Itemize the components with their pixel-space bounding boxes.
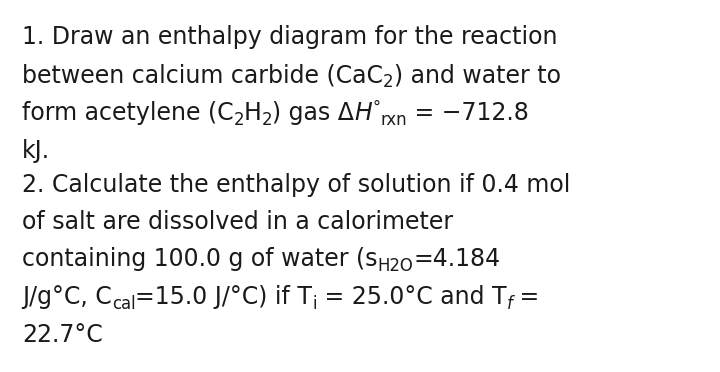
- Text: of salt are dissolved in a calorimeter: of salt are dissolved in a calorimeter: [22, 211, 453, 234]
- Text: cal: cal: [112, 295, 135, 314]
- Text: °: °: [372, 99, 380, 115]
- Text: f: f: [506, 295, 512, 314]
- Text: H2O: H2O: [377, 257, 413, 275]
- Text: = 25.0°C and T: = 25.0°C and T: [317, 285, 506, 310]
- Text: ) gas Δ: ) gas Δ: [272, 102, 354, 125]
- Text: form acetylene (C: form acetylene (C: [22, 102, 233, 125]
- Text: i: i: [312, 295, 317, 314]
- Text: 1. Draw an enthalpy diagram for the reaction: 1. Draw an enthalpy diagram for the reac…: [22, 25, 557, 49]
- Text: 2: 2: [233, 112, 244, 129]
- Text: between calcium carbide (CaC: between calcium carbide (CaC: [22, 64, 383, 87]
- Text: rxn: rxn: [380, 112, 407, 129]
- Text: kJ.: kJ.: [22, 140, 50, 163]
- Text: 2: 2: [383, 73, 394, 92]
- Text: =4.184: =4.184: [413, 247, 500, 272]
- Text: 22.7°C: 22.7°C: [22, 323, 103, 347]
- Text: H: H: [354, 102, 372, 125]
- Text: =15.0 J/°C) if T: =15.0 J/°C) if T: [135, 285, 312, 310]
- Text: H: H: [244, 102, 262, 125]
- Text: containing 100.0 g of water (s: containing 100.0 g of water (s: [22, 247, 377, 272]
- Text: = −712.8: = −712.8: [407, 102, 528, 125]
- Text: 2: 2: [262, 112, 272, 129]
- Text: =: =: [512, 285, 539, 310]
- Text: ) and water to: ) and water to: [394, 64, 560, 87]
- Text: 2. Calculate the enthalpy of solution if 0.4 mol: 2. Calculate the enthalpy of solution if…: [22, 173, 570, 198]
- Text: J/g°C, C: J/g°C, C: [22, 285, 112, 310]
